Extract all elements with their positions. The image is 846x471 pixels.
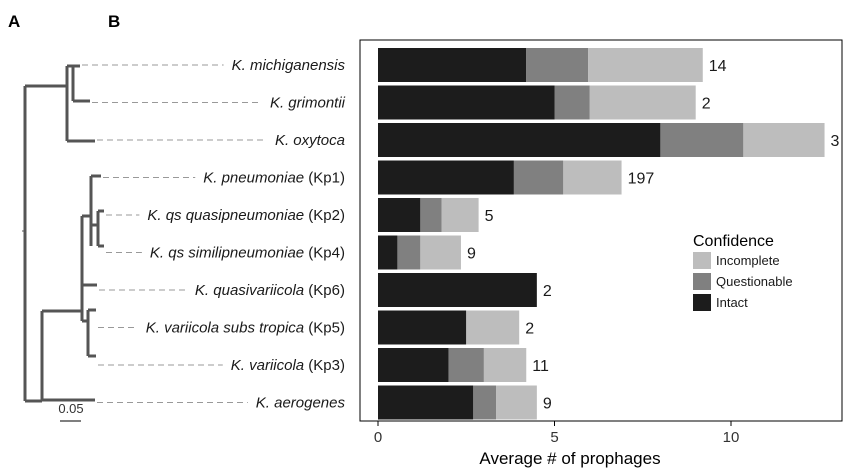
category-label: K. quasivariicola (Kp6)	[195, 282, 345, 299]
category-labels: K. michiganensis K. grimontii K. oxytoca K.…	[146, 57, 346, 412]
bar-count-label: 9	[467, 246, 476, 263]
bar-count-label: 5	[485, 208, 494, 225]
bar-segment-incomplete	[483, 348, 527, 382]
bar-segment-incomplete	[588, 48, 703, 82]
bar-segment-incomplete	[563, 160, 622, 195]
bar-segment-questionable	[526, 48, 589, 82]
legend-label-questionable: Questionable	[716, 274, 793, 289]
bar-segment-incomplete	[466, 310, 520, 345]
bar-segment-intact	[378, 385, 474, 420]
bar-count-label: 3	[831, 133, 840, 150]
panel-label-a: A	[8, 12, 20, 31]
bar-segment-incomplete	[743, 123, 825, 157]
bar-segment-questionable	[397, 235, 421, 270]
bar-count-label: 11	[532, 358, 549, 375]
bar-count-label: 197	[628, 171, 655, 188]
bar-segment-intact	[378, 235, 398, 270]
legend: Confidence Incomplete Questionable Intact	[693, 233, 793, 311]
bar-segment-questionable	[448, 348, 484, 382]
category-label: K. michiganensis	[232, 57, 346, 74]
bar-segment-intact	[378, 273, 537, 307]
legend-label-intact: Intact	[716, 295, 748, 310]
x-tick-label: 10	[723, 429, 740, 446]
bar-count-label: 2	[702, 96, 711, 113]
bar-segment-incomplete	[420, 235, 461, 270]
bar-segment-questionable	[473, 385, 497, 420]
category-label: K. variicola (Kp3)	[231, 357, 345, 374]
bar-segment-intact	[378, 348, 449, 382]
legend-label-incomplete: Incomplete	[716, 253, 780, 268]
bar-segment-questionable	[513, 160, 564, 195]
bar-segment-intact	[378, 123, 661, 157]
bar-count-label: 9	[543, 396, 552, 413]
phylogenetic-tree	[23, 64, 104, 403]
legend-swatch-incomplete	[693, 252, 711, 269]
bar-segment-intact	[378, 160, 514, 195]
x-tick-label: 0	[374, 429, 382, 446]
bar-segment-questionable	[660, 123, 744, 157]
count-labels: 14 2 3 197 5 9 2 2 11 9	[467, 58, 840, 413]
bar-segment-questionable	[420, 198, 442, 232]
bar-segment-incomplete	[589, 85, 696, 120]
bar-count-label: 14	[709, 58, 727, 75]
bar-segment-intact	[378, 85, 555, 120]
category-label: K. aerogenes	[256, 395, 346, 412]
category-label: K. oxytoca	[275, 132, 345, 149]
category-label: K. pneumoniae (Kp1)	[203, 170, 345, 187]
bar-count-label: 2	[525, 321, 534, 338]
category-label: K. grimontii	[270, 95, 346, 112]
legend-swatch-questionable	[693, 273, 711, 290]
legend-title: Confidence	[693, 233, 774, 250]
panel-label-b: B	[108, 12, 120, 31]
bar-segment-questionable	[554, 85, 590, 120]
bar-segment-intact	[378, 310, 467, 345]
x-axis: 0 5 10	[374, 421, 740, 446]
x-tick-label: 5	[550, 429, 558, 446]
legend-swatch-intact	[693, 294, 711, 311]
bar-count-label: 2	[543, 283, 552, 300]
bar-segment-intact	[378, 198, 421, 232]
bar-segment-incomplete	[496, 385, 537, 420]
category-label: K. variicola subs tropica (Kp5)	[146, 320, 345, 337]
category-label: K. qs quasipneumoniae (Kp2)	[147, 207, 345, 224]
tree-scale-label: 0.05	[58, 401, 83, 416]
bars	[378, 48, 825, 420]
bar-segment-incomplete	[441, 198, 479, 232]
bar-segment-intact	[378, 48, 527, 82]
x-axis-title: Average # of prophages	[479, 449, 660, 468]
category-label: K. qs similipneumoniae (Kp4)	[150, 245, 345, 262]
leader-lines	[82, 64, 267, 403]
